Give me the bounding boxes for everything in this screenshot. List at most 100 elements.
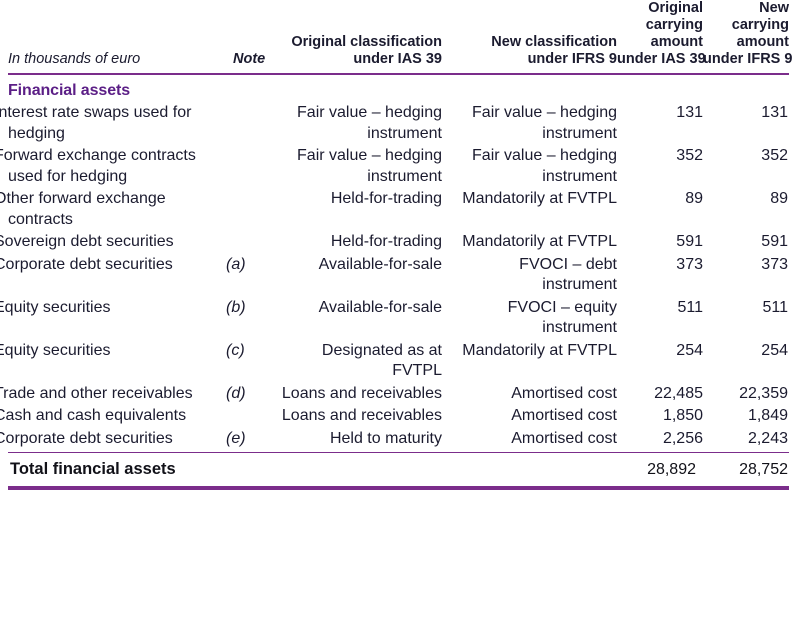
row-original-carrying-amount: 591 (676, 233, 703, 250)
row-original-carrying-amount: 1,850 (662, 407, 703, 424)
row-original-carrying-amount: 352 (676, 147, 703, 164)
column-header-new-classification-line1: New classification (491, 34, 617, 50)
column-header-original-carrying-amount: Original carrying amount under IAS 39 (617, 0, 706, 71)
table-row: Interest rate swaps used for hedging Fair… (0, 102, 789, 145)
total-new-carrying-amount: 28,752 (739, 461, 788, 478)
row-original-carrying-amount: 373 (676, 255, 703, 273)
row-new-classification: Amortised cost (511, 407, 617, 424)
column-header-new-carrying-amount-line3: amount (736, 34, 789, 50)
row-note-marker (226, 145, 276, 188)
header-rule-row (8, 71, 789, 77)
table-row: Equity securities (b) Available-for-sale FV… (0, 297, 789, 340)
column-header-original-carrying-amount-line4: under IAS 39 (617, 51, 706, 67)
column-header-original-carrying-amount-line2: carrying (645, 17, 703, 33)
table-row: Sovereign debt securities Held-for-tradin… (0, 231, 789, 254)
row-item-label: Equity securities (0, 341, 111, 359)
row-item-label: Sovereign debt securities (0, 233, 174, 250)
table-total-group: Total financial assets 28,892 28,752 (8, 450, 789, 492)
row-original-classification: Fair value – hedging instrument (297, 104, 442, 142)
total-original-carrying-amount: 28,892 (647, 461, 696, 478)
row-new-classification: Fair value – hedging instrument (472, 147, 617, 185)
row-new-classification: Mandatorily at FVTPL (462, 233, 617, 250)
row-new-classification: Mandatorily at FVTPL (462, 341, 617, 359)
row-new-carrying-amount: 89 (770, 190, 788, 207)
row-new-carrying-amount: 22,359 (739, 384, 788, 402)
column-header-note: Note (226, 0, 276, 71)
row-new-carrying-amount: 352 (761, 147, 788, 164)
row-note-marker: (d) (226, 384, 246, 402)
row-item-label: Cash and cash equivalents (0, 407, 187, 424)
column-header-original-classification-line1: Original classification (291, 34, 442, 50)
row-item-label: Other forward exchange contracts (0, 190, 166, 228)
row-original-classification: Held-for-trading (330, 190, 442, 207)
row-original-classification: Held to maturity (329, 429, 442, 447)
row-original-classification: Held-for-trading (330, 233, 442, 250)
column-header-new-carrying-amount-line4: under IFRS 9 (703, 51, 793, 67)
row-new-carrying-amount: 591 (761, 233, 788, 250)
row-new-classification: Amortised cost (511, 429, 617, 447)
column-header-original-carrying-amount-line1: Original (648, 0, 703, 16)
column-header-new-carrying-amount-line2: carrying (731, 17, 789, 33)
column-header-note-label: Note (233, 51, 266, 67)
column-header-original-carrying-amount-line3: amount (650, 34, 703, 50)
total-separator-cell (8, 450, 789, 455)
bottom-rule-line (8, 486, 789, 490)
row-original-carrying-amount: 89 (685, 190, 703, 207)
row-new-carrying-amount: 131 (761, 104, 788, 121)
column-header-new-classification: New classification under IFRS 9 (442, 0, 617, 71)
row-new-classification: FVOCI – debt instrument (519, 255, 617, 294)
row-original-classification: Loans and receivables (281, 384, 442, 402)
row-note-marker (226, 188, 276, 231)
column-header-new-classification-line2: under IFRS 9 (527, 51, 617, 67)
row-original-carrying-amount: 511 (677, 298, 703, 316)
classification-reconciliation-table: In thousands of euro Note Original class… (0, 0, 793, 492)
row-new-classification: FVOCI – equity instrument (507, 298, 617, 337)
table-row: Trade and other receivables (d) Loans and … (0, 383, 789, 406)
row-note-marker: (e) (226, 429, 246, 447)
column-header-new-carrying-amount: New carrying amount under IFRS 9 (703, 0, 793, 71)
total-row: Total financial assets 28,892 28,752 (8, 455, 789, 484)
row-new-carrying-amount: 511 (762, 298, 788, 316)
table-header-rule-group: Financial assets (8, 71, 789, 102)
row-new-classification: Amortised cost (511, 384, 617, 402)
header-rule-line (8, 72, 789, 76)
row-item-label: Corporate debt securities (0, 429, 173, 447)
row-note-marker: (c) (226, 341, 245, 359)
total-separator-row (8, 450, 789, 455)
section-title-row: Financial assets (8, 77, 789, 102)
table-row: Forward exchange contracts used for hedg… (0, 145, 789, 188)
row-new-classification: Mandatorily at FVTPL (462, 190, 617, 207)
bottom-rule-cell (8, 484, 789, 492)
total-separator-line (8, 451, 789, 454)
row-note-marker: (b) (226, 298, 246, 316)
table-header: In thousands of euro Note Original class… (8, 0, 793, 71)
table-row: Other forward exchange contracts Held-for… (0, 188, 789, 231)
row-item-label: Interest rate swaps used for hedging (0, 104, 192, 142)
table-row: Cash and cash equivalents Loans and recei… (0, 405, 789, 428)
row-item-label: Corporate debt securities (0, 255, 173, 273)
row-original-classification: Fair value – hedging instrument (297, 147, 442, 185)
section-title: Financial assets (8, 82, 131, 99)
total-label: Total financial assets (10, 460, 176, 478)
row-original-carrying-amount: 2,256 (662, 429, 703, 447)
row-original-carrying-amount: 131 (676, 104, 703, 121)
bottom-rule-row (8, 484, 789, 492)
row-new-carrying-amount: 254 (761, 341, 788, 359)
row-original-classification: Designated as at FVTPL (321, 341, 442, 380)
table-row: Equity securities (c) Designated as at FVT… (0, 340, 789, 383)
column-header-original-classification-line2: under IAS 39 (353, 51, 442, 67)
column-header-original-classification: Original classification under IAS 39 (276, 0, 442, 71)
table-row: Corporate debt securities (a) Available-fo… (0, 254, 789, 297)
header-rule-cell (8, 71, 789, 77)
row-item-label: Equity securities (0, 298, 111, 316)
column-header-item: In thousands of euro (8, 0, 226, 71)
row-original-classification: Available-for-sale (318, 255, 442, 273)
column-header-new-carrying-amount-line1: New (759, 0, 789, 16)
column-header-item-label: In thousands of euro (8, 51, 141, 67)
row-original-classification: Loans and receivables (281, 407, 442, 424)
row-new-carrying-amount: 373 (761, 255, 788, 273)
row-item-label: Trade and other receivables (0, 384, 193, 402)
row-item-label: Forward exchange contracts used for hedg… (0, 147, 196, 185)
table-body: Interest rate swaps used for hedging Fair… (0, 102, 789, 450)
